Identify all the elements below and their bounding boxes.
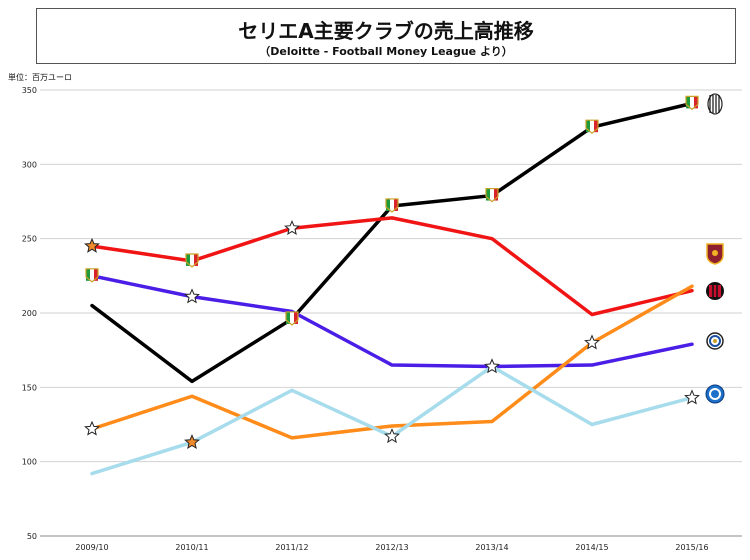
y-tick-label: 50 <box>27 532 37 541</box>
star-icon <box>484 358 500 374</box>
series-line <box>90 364 694 476</box>
x-tick-label: 2015/16 <box>675 543 708 552</box>
unit-label: 単位：百万ユーロ <box>8 73 72 82</box>
chart-title: セリエA主要クラブの売上高推移 <box>238 19 534 43</box>
italy-shield-icon <box>385 198 399 213</box>
y-axis-labels: 50 100 150 200 250 300 350 <box>22 86 37 541</box>
x-tick-label: 2012/13 <box>375 543 408 552</box>
filled-star-icon <box>184 434 200 450</box>
as-roma-logo-icon <box>706 243 724 265</box>
juventus-logo-icon <box>707 93 723 115</box>
inter-logo-icon <box>706 332 724 350</box>
grid-lines <box>40 89 742 537</box>
star-icon <box>84 420 100 436</box>
ac-milan-logo-icon <box>706 282 724 300</box>
series-lines <box>90 101 694 476</box>
x-tick-label: 2009/10 <box>75 543 108 552</box>
italy-shield-icon <box>285 311 299 326</box>
club-logo-legend <box>705 93 725 404</box>
star-icon <box>184 288 200 304</box>
y-tick-label: 350 <box>22 86 37 95</box>
y-tick-label: 100 <box>22 458 37 467</box>
point-markers <box>84 95 700 450</box>
italy-shield-icon <box>185 253 199 268</box>
x-tick-label: 2011/12 <box>275 543 308 552</box>
y-tick-label: 150 <box>22 383 37 392</box>
star-icon <box>684 389 700 405</box>
napoli-logo-icon <box>705 384 725 404</box>
y-tick-label: 250 <box>22 235 37 244</box>
x-axis-labels: 2009/10 2010/11 2011/12 2012/13 2013/14 2014/… <box>75 543 708 552</box>
x-tick-label: 2014/15 <box>575 543 608 552</box>
chart-subtitle: （Deloitte - Football Money League より） <box>259 45 513 58</box>
x-tick-label: 2013/14 <box>475 543 508 552</box>
series-line <box>90 216 694 317</box>
italy-shield-icon <box>485 187 499 203</box>
y-tick-label: 200 <box>22 309 37 318</box>
x-tick-label: 2010/11 <box>175 543 208 552</box>
star-icon <box>384 428 400 444</box>
y-tick-label: 300 <box>22 160 37 169</box>
series-line <box>90 101 694 384</box>
filled-star-icon <box>84 237 100 253</box>
series-line <box>90 274 694 369</box>
title-box: セリエA主要クラブの売上高推移 （Deloitte - Football Mon… <box>36 8 736 64</box>
italy-shield-icon <box>85 268 99 283</box>
star-icon <box>584 334 600 350</box>
italy-shield-icon <box>585 119 599 134</box>
italy-shield-icon <box>685 95 699 111</box>
star-icon <box>284 220 300 235</box>
